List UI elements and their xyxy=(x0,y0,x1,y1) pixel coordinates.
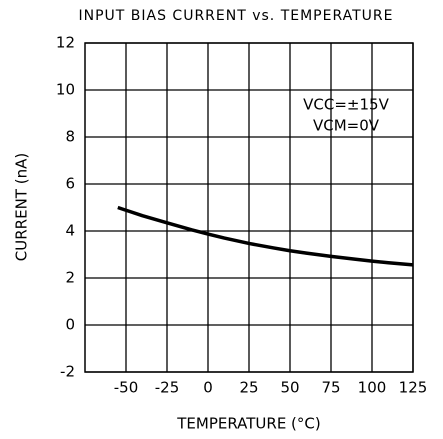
x-tick-label: -50 xyxy=(114,379,139,397)
y-tick-label: 0 xyxy=(65,316,75,334)
chart-title: INPUT BIAS CURRENT vs. TEMPERATURE xyxy=(78,8,393,24)
y-axis-label: CURRENT (nA) xyxy=(13,153,31,261)
x-tick-label: 100 xyxy=(358,379,387,397)
y-tick-label: 6 xyxy=(65,175,75,193)
y-tick-label: 4 xyxy=(65,222,75,240)
y-tick-label: 2 xyxy=(65,269,75,287)
x-tick-label: 25 xyxy=(239,379,258,397)
x-tick-label: 0 xyxy=(203,379,213,397)
y-tick-label: -2 xyxy=(60,363,75,381)
x-tick-label: 75 xyxy=(321,379,340,397)
x-axis-label: TEMPERATURE (°C) xyxy=(176,415,321,433)
x-tick-label: -25 xyxy=(155,379,180,397)
x-tick-label: 125 xyxy=(399,379,428,397)
x-tick-label: 50 xyxy=(280,379,299,397)
annotation: VCM=0V xyxy=(313,117,380,135)
annotation: VCC=±15V xyxy=(303,96,389,114)
y-tick-label: 8 xyxy=(65,128,75,146)
y-tick-label: 12 xyxy=(56,34,75,52)
data-line xyxy=(117,205,414,267)
y-tick-label: 10 xyxy=(56,81,75,99)
